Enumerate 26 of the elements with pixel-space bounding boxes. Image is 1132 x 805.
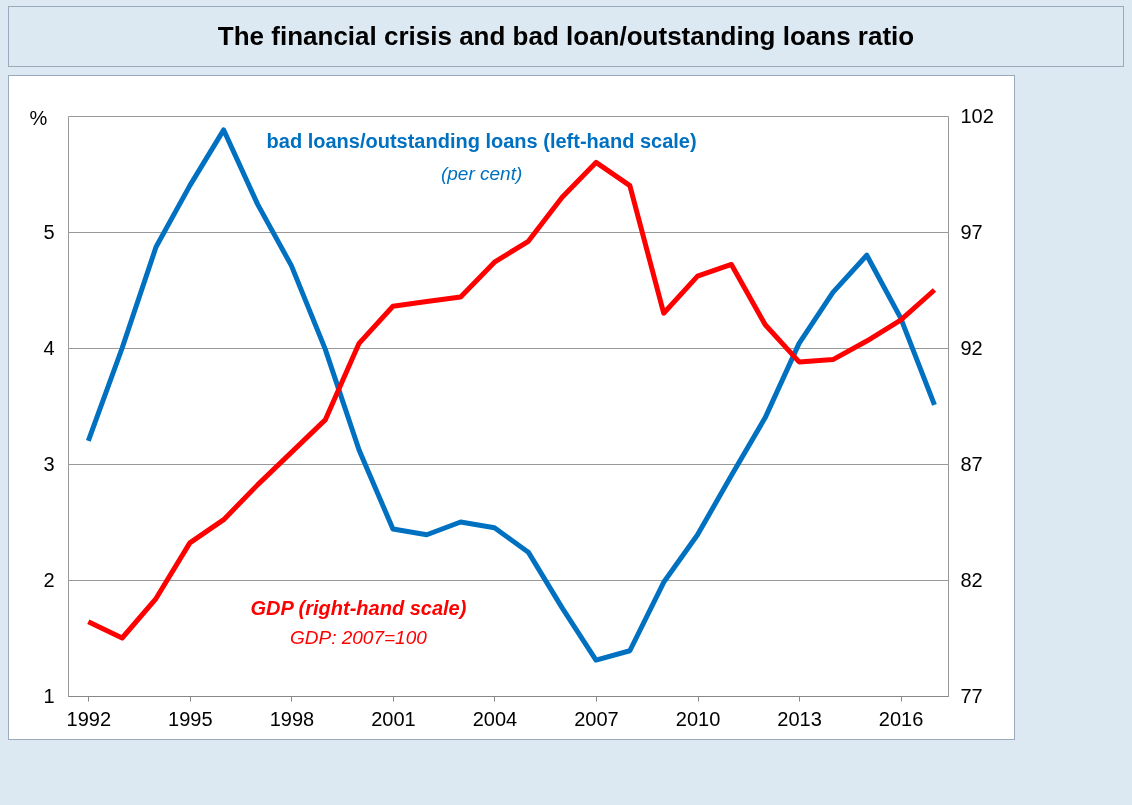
- y-tick-label: 4: [43, 336, 55, 359]
- annotation: (per cent): [440, 163, 523, 184]
- y2-tick-label: 77: [960, 684, 983, 707]
- text: GDP (right-hand scale): [250, 597, 467, 619]
- y2-tick-label: 92: [960, 336, 983, 359]
- series-label: bad loans/outstanding loans (left-hand scale): [266, 130, 697, 153]
- chart-title: The financial crisis and bad loan/outstanding loans ratio: [8, 6, 1124, 67]
- x-tick-label: 1998: [269, 707, 315, 730]
- annotation: GDP: 2007=100: [290, 627, 428, 648]
- x-tick-label: 2010: [675, 707, 721, 730]
- y-tick-label: 5: [43, 220, 55, 243]
- x-tick-label: 2001: [371, 707, 416, 730]
- x-tick-label: 1995: [168, 707, 213, 730]
- y2-tick-label: 102: [960, 104, 994, 127]
- y-axis-title: %: [29, 106, 48, 129]
- y-tick-label: 3: [43, 452, 55, 475]
- y-tick-label: 2: [43, 568, 55, 591]
- y2-tick-label: 97: [960, 220, 983, 243]
- x-tick-label: 2013: [777, 707, 822, 730]
- y2-tick-label: 87: [960, 452, 983, 475]
- y2-tick-label: 82: [960, 568, 983, 591]
- x-tick-label: 2004: [472, 707, 518, 730]
- x-tick-label: 2016: [878, 707, 924, 730]
- x-tick-label: 2007: [574, 707, 619, 730]
- x-tick-label: 1992: [66, 707, 112, 730]
- y-tick-label: 1: [43, 684, 55, 707]
